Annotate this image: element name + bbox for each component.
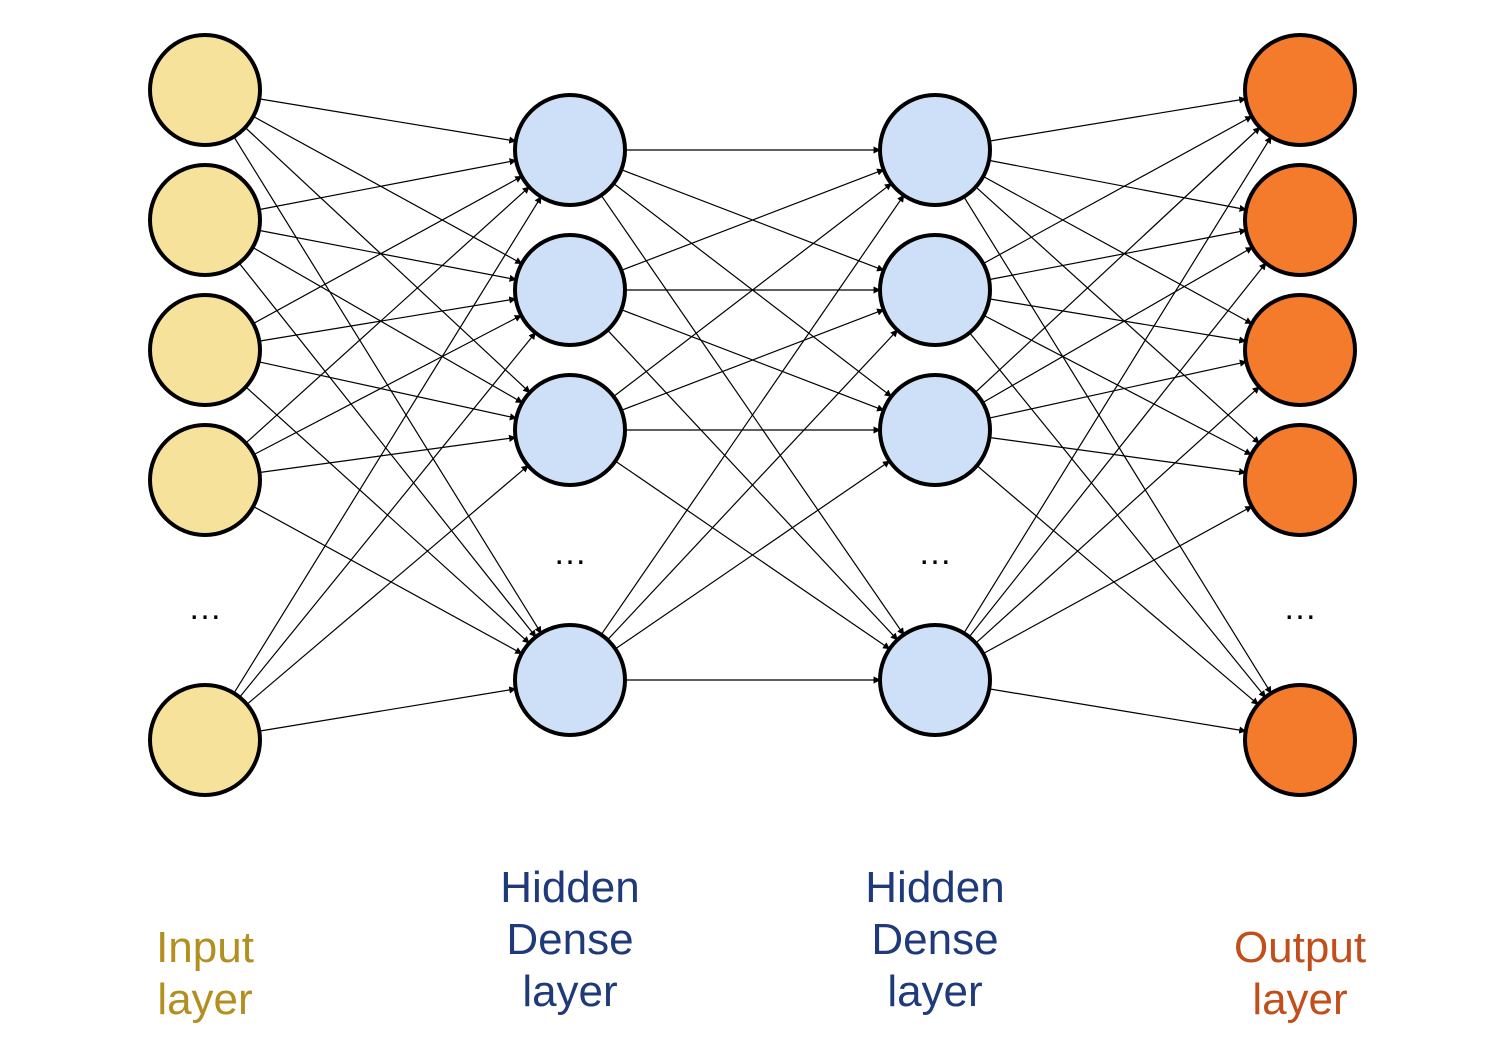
connection-edge <box>983 116 1252 263</box>
connection-edge <box>260 438 516 473</box>
input-node <box>150 685 260 795</box>
connection-edge <box>989 362 1247 418</box>
connection-edge <box>990 438 1246 473</box>
connection-edge <box>989 230 1246 279</box>
edges-group <box>234 99 1271 731</box>
output-node <box>1245 35 1355 145</box>
input-label: Inputlayer <box>156 923 254 1024</box>
connection-edge <box>253 176 522 323</box>
connection-edge <box>983 247 1253 402</box>
hidden2-label: HiddenDenselayer <box>865 863 1004 1016</box>
connection-edge <box>969 263 1266 637</box>
connection-edge <box>983 176 1252 323</box>
output-node <box>1245 295 1355 405</box>
connection-edge <box>989 99 1245 141</box>
connection-edge <box>247 466 528 705</box>
hidden2-node <box>880 375 990 485</box>
connection-edge <box>975 128 1260 393</box>
connection-edge <box>254 315 521 454</box>
connection-edge <box>253 116 522 263</box>
hidden2-node <box>880 625 990 735</box>
connection-edge <box>989 299 1245 341</box>
input-node <box>150 165 260 275</box>
hidden1-node <box>515 375 625 485</box>
connection-edge <box>234 197 541 693</box>
hidden2-node <box>880 235 990 345</box>
connection-edge <box>259 299 515 341</box>
connection-edge <box>259 689 515 731</box>
output-label: Outputlayer <box>1234 923 1366 1024</box>
connection-edge <box>989 689 1245 731</box>
hidden1-node <box>515 625 625 735</box>
connection-edge <box>239 263 536 637</box>
input-node <box>150 295 260 405</box>
connection-edge <box>259 99 515 141</box>
input-node <box>150 425 260 535</box>
output-node <box>1245 165 1355 275</box>
input-node <box>150 35 260 145</box>
output-ellipsis: … <box>1283 589 1317 627</box>
hidden1-ellipsis: … <box>553 534 587 572</box>
hidden2-node <box>880 95 990 205</box>
connection-edge <box>240 333 536 698</box>
connection-edge <box>259 362 517 418</box>
connection-edge <box>964 137 1271 633</box>
hidden1-node <box>515 235 625 345</box>
connection-edge <box>977 466 1258 705</box>
labels-group: Inputlayer HiddenDenselayer HiddenDenselay… <box>156 863 1366 1024</box>
neural-network-diagram: … … … … Inputlayer HiddenDenselayer HiddenDens… <box>0 0 1500 1060</box>
connection-edge <box>245 128 530 393</box>
hidden1-label: HiddenDenselayer <box>500 863 639 1016</box>
connection-edge <box>964 197 1271 693</box>
output-node <box>1245 425 1355 535</box>
hidden1-node <box>515 95 625 205</box>
output-node <box>1245 685 1355 795</box>
hidden2-ellipsis: … <box>918 534 952 572</box>
connection-edge <box>259 230 516 279</box>
input-ellipsis: … <box>188 589 222 627</box>
connection-edge <box>259 160 516 209</box>
connection-edge <box>989 160 1246 209</box>
connection-edge <box>253 247 523 402</box>
